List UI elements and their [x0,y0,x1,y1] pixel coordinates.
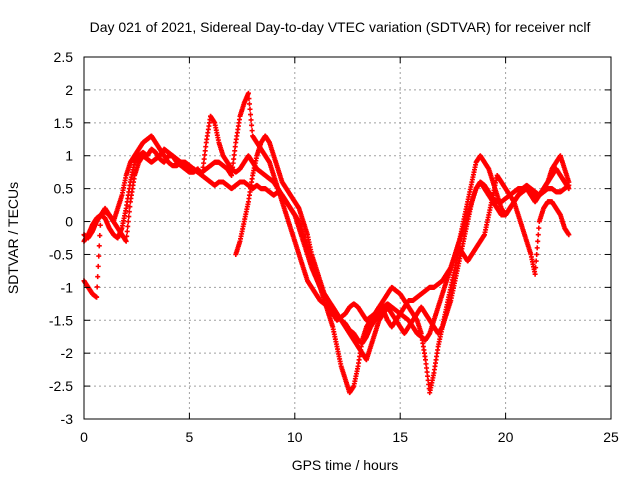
data-point [125,223,131,229]
data-point [124,233,130,239]
data-point [97,222,103,228]
y-axis-label: SDTVAR / TECUs [5,182,21,294]
data-point [125,219,131,225]
series-trace-c [81,90,572,396]
data-point [566,232,572,238]
data-point [533,265,539,271]
data-point [123,238,129,244]
x-tick-label: 25 [603,429,619,445]
data-point [566,186,572,192]
data-point [247,106,253,112]
data-point [94,284,100,290]
data-point [95,263,101,269]
data-point [534,251,540,257]
data-point [249,122,255,128]
x-tick-label: 0 [80,429,88,445]
data-point [94,294,100,300]
data-point [246,101,252,107]
y-tick-label: 1 [65,148,73,164]
series-trace-d [233,133,572,363]
data-point [532,271,538,277]
data-point [535,238,541,244]
data-point [249,128,255,134]
y-tick-label: -1 [61,279,74,295]
data-point [245,90,251,96]
x-tick-label: 10 [287,429,303,445]
data-point [248,112,254,118]
data-point [534,245,540,251]
x-tick-label: 5 [186,429,194,445]
y-tick-label: -2 [61,345,74,361]
y-tick-label: 1.5 [54,115,74,131]
plot-frame [83,56,612,420]
data-point [126,209,132,215]
data-point [96,253,102,259]
data-marks [81,90,572,396]
data-point [97,233,103,239]
y-tick-label: 0 [65,214,73,230]
data-point [535,232,541,238]
chart-title: Day 021 of 2021, Sidereal Day-to-day VTE… [90,19,591,35]
data-point [248,117,254,123]
y-tick-label: 2.5 [54,49,74,65]
data-point [566,179,572,185]
y-tick-label: -3 [61,411,74,427]
y-tick-label: 2 [65,82,73,98]
x-tick-label: 15 [392,429,408,445]
data-point [536,225,542,231]
data-point [124,228,130,234]
grid [84,57,611,419]
data-point [246,96,252,102]
x-tick-label: 20 [498,429,514,445]
y-tick-label: 0.5 [54,181,74,197]
x-axis-label: GPS time / hours [292,457,399,473]
data-point [533,258,539,264]
y-tick-label: -2.5 [49,378,73,394]
data-point [126,214,132,220]
axis-ticks: 0 5 10 15 20 25 -3 -2.5 -2 -1.5 -1 -0.5 0 0.5 1 1.5 2 2.5 [49,49,619,445]
data-point [96,243,102,249]
data-point [127,204,133,210]
data-point [95,274,101,280]
y-tick-label: -0.5 [49,246,73,262]
y-tick-label: -1.5 [49,312,73,328]
